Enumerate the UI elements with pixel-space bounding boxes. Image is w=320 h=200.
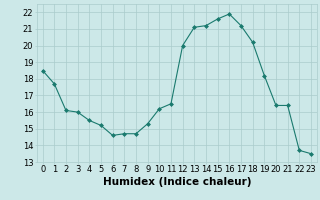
X-axis label: Humidex (Indice chaleur): Humidex (Indice chaleur) bbox=[102, 177, 251, 187]
